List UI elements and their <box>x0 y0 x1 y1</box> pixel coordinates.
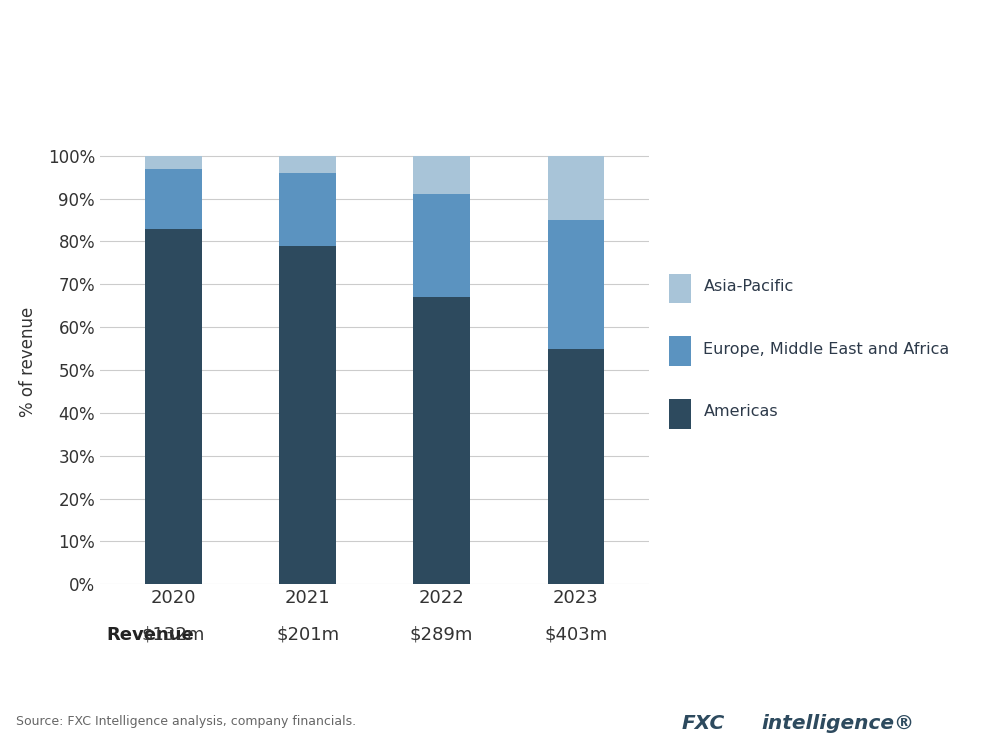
Y-axis label: % of revenue: % of revenue <box>19 306 37 416</box>
Bar <box>547 156 603 220</box>
Bar <box>146 228 202 584</box>
Bar <box>414 194 470 297</box>
Bar <box>414 297 470 584</box>
Bar <box>146 156 202 169</box>
Bar <box>669 336 691 366</box>
Bar <box>146 169 202 228</box>
Bar <box>669 273 691 303</box>
Text: intelligence®: intelligence® <box>761 714 914 733</box>
Bar <box>280 173 336 246</box>
Text: $132m: $132m <box>142 625 205 644</box>
Bar <box>280 156 336 173</box>
Bar <box>414 156 470 194</box>
Text: $289m: $289m <box>410 625 474 644</box>
Bar <box>280 246 336 584</box>
Text: $403m: $403m <box>544 625 607 644</box>
Text: FXC: FXC <box>682 714 725 733</box>
Bar <box>547 220 603 348</box>
Text: Asia-Pacific: Asia-Pacific <box>703 279 793 294</box>
Bar <box>547 348 603 584</box>
Text: Americas: Americas <box>703 404 778 419</box>
Text: Flywire grows revenues faster outside Americas: Flywire grows revenues faster outside Am… <box>16 32 809 61</box>
Text: Revenue: Revenue <box>107 625 195 644</box>
Text: Flywire FY revenue split by region, 2020-2024: Flywire FY revenue split by region, 2020… <box>16 67 448 86</box>
Text: Europe, Middle East and Africa: Europe, Middle East and Africa <box>703 342 950 357</box>
Text: Source: FXC Intelligence analysis, company financials.: Source: FXC Intelligence analysis, compa… <box>16 715 356 728</box>
Text: $201m: $201m <box>276 625 340 644</box>
Bar <box>669 399 691 428</box>
